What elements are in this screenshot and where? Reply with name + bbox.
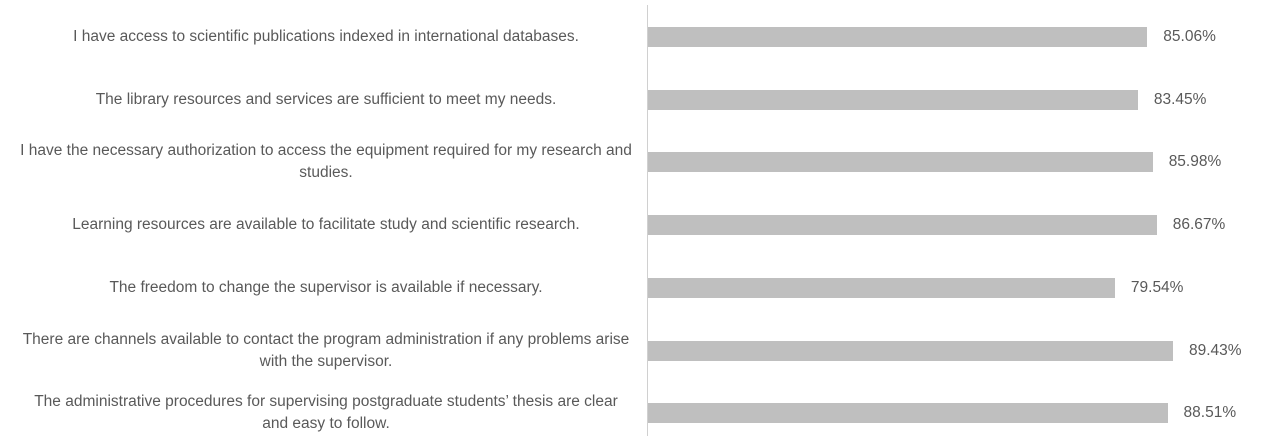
category-axis [647, 5, 648, 436]
bar [648, 340, 1173, 361]
value-label: 86.67% [1172, 216, 1226, 234]
category-label: The administrative procedures for superv… [34, 393, 618, 433]
bar [648, 277, 1115, 298]
value-label: 83.45% [1153, 90, 1207, 108]
value-label: 85.06% [1163, 28, 1216, 45]
value-label: 79.54% [1130, 278, 1184, 296]
bar [648, 215, 1157, 236]
category-label: Learning resources are available to faci… [72, 216, 580, 234]
category-label: There are channels available to contact … [22, 330, 630, 370]
value-label: 88.51% [1183, 404, 1237, 422]
category-label: The freedom to change the supervisor is … [109, 278, 543, 296]
category-label: I have access to scientific publications… [73, 28, 579, 45]
category-label: I have the necessary authorization to ac… [20, 142, 632, 182]
value-label: 85.98% [1168, 153, 1222, 171]
bar [648, 152, 1153, 173]
bar [648, 89, 1138, 110]
bar [648, 27, 1148, 47]
value-label: 89.43% [1188, 341, 1242, 359]
category-label: The library resources and services are s… [95, 90, 557, 108]
bar [648, 403, 1168, 424]
